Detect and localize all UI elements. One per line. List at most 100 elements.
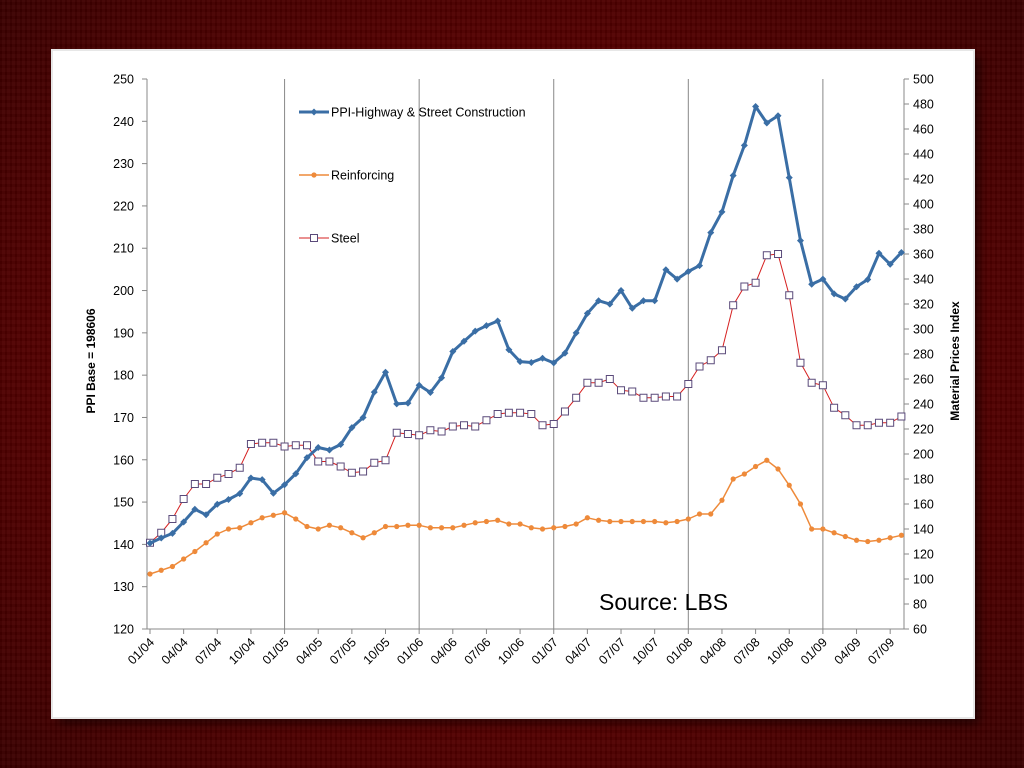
highway-point	[325, 446, 333, 454]
right-tick-label: 200	[913, 448, 934, 462]
steel-point	[560, 407, 569, 416]
steel-point	[673, 392, 682, 401]
right-tick-label: 180	[913, 473, 934, 487]
left-tick-label: 170	[113, 411, 134, 425]
steel-point	[235, 463, 244, 472]
x-tick-label: 04/06	[428, 635, 460, 667]
reinforcing-point	[169, 563, 176, 570]
steel-point	[762, 251, 771, 260]
reinforcing-point	[326, 522, 333, 528]
highway-point	[426, 389, 434, 396]
right-tick-label: 420	[913, 173, 934, 187]
right-tick-label: 240	[913, 398, 934, 412]
reinforcing-point	[629, 518, 635, 525]
steel-point	[168, 515, 177, 523]
highway-point	[819, 275, 827, 283]
x-tick-label: 07/09	[865, 635, 897, 667]
highway-point	[494, 317, 502, 325]
reinforcing-point	[730, 476, 736, 482]
right-tick-label: 260	[913, 373, 934, 387]
highway-point	[225, 496, 233, 504]
highway-point	[763, 119, 771, 127]
steel-point	[774, 250, 783, 258]
left-tick-label: 230	[113, 157, 134, 171]
legend-marker-highway	[310, 108, 318, 116]
source-label: Source: LBS	[599, 589, 728, 615]
steel-point	[605, 375, 614, 383]
steel-point	[527, 410, 536, 418]
x-tick-label: 04/07	[562, 635, 594, 667]
left-tick-label: 190	[113, 326, 134, 340]
x-tick-label: 07/07	[596, 635, 628, 667]
highway-point	[415, 381, 423, 389]
reinforcing-point	[652, 518, 658, 525]
highway-point	[808, 280, 816, 288]
highway-point	[202, 511, 210, 519]
steel-point	[213, 473, 222, 482]
steel-point	[572, 393, 581, 402]
highway-point	[583, 309, 591, 317]
right-axis-title: Material Prices Index	[948, 301, 962, 421]
highway-point	[830, 290, 838, 298]
right-tick-label: 440	[913, 148, 934, 162]
reinforcing-point	[147, 571, 153, 577]
x-tick-label: 04/09	[832, 635, 864, 667]
highway-point	[729, 171, 737, 179]
right-tick-label: 160	[913, 498, 934, 512]
highway-point	[482, 322, 490, 330]
reinforcing-point	[506, 521, 512, 527]
reinforcing-point	[595, 517, 602, 523]
highway-point	[684, 268, 692, 275]
steel-point	[392, 428, 401, 437]
reinforcing-point	[708, 511, 714, 517]
x-tick-label: 04/05	[293, 635, 325, 667]
x-tick-label: 10/05	[361, 635, 393, 667]
steel-point	[303, 441, 312, 450]
reinforcing-point	[371, 530, 377, 536]
steel-point	[751, 278, 760, 287]
reinforcing-point	[394, 523, 400, 530]
x-tick-label: 01/08	[663, 635, 695, 667]
steel-point	[403, 430, 412, 438]
steel-point	[426, 426, 435, 435]
right-tick-label: 100	[913, 573, 934, 587]
highway-point	[572, 329, 580, 337]
steel-point	[650, 393, 659, 402]
reinforcing-point	[472, 520, 478, 526]
highway-point	[595, 297, 603, 305]
reinforcing-point	[539, 526, 546, 532]
chart-card: 120 130 140 150 160 170 180 190 200 210 220 230 240 2…	[53, 51, 973, 717]
highway-point	[628, 304, 636, 312]
steel-point	[706, 356, 715, 365]
x-tick-label: 10/06	[495, 635, 527, 667]
steel-point	[516, 408, 525, 417]
left-tick-label: 220	[113, 199, 134, 213]
steel-point	[280, 442, 289, 451]
reinforcing-point	[741, 471, 747, 477]
highway-point	[662, 266, 670, 274]
steel-point	[314, 457, 323, 466]
reinforcing-point	[181, 556, 187, 562]
highway-point	[382, 368, 390, 376]
left-tick-label: 120	[113, 623, 134, 637]
reinforcing-point	[427, 525, 433, 531]
x-tick-label: 01/09	[798, 635, 830, 667]
highway-point	[527, 358, 535, 366]
steel-point	[370, 458, 379, 467]
x-tick-label: 01/04	[125, 635, 157, 667]
steel-point	[179, 495, 188, 503]
reinforcing-point	[214, 531, 220, 537]
steel-point	[269, 438, 278, 447]
reinforcing-point	[203, 540, 209, 546]
right-tick-label: 480	[913, 98, 934, 112]
x-tick-label: 10/07	[630, 635, 662, 667]
reinforcing-point	[876, 537, 882, 543]
steel-point	[617, 386, 626, 395]
right-tick-label: 360	[913, 248, 934, 262]
right-tick-label: 380	[913, 223, 934, 237]
highway-point	[314, 444, 322, 451]
right-tick-label: 140	[913, 523, 934, 537]
steel-point	[504, 408, 513, 417]
reinforcing-point	[853, 537, 860, 543]
reinforcing-point	[898, 532, 904, 538]
